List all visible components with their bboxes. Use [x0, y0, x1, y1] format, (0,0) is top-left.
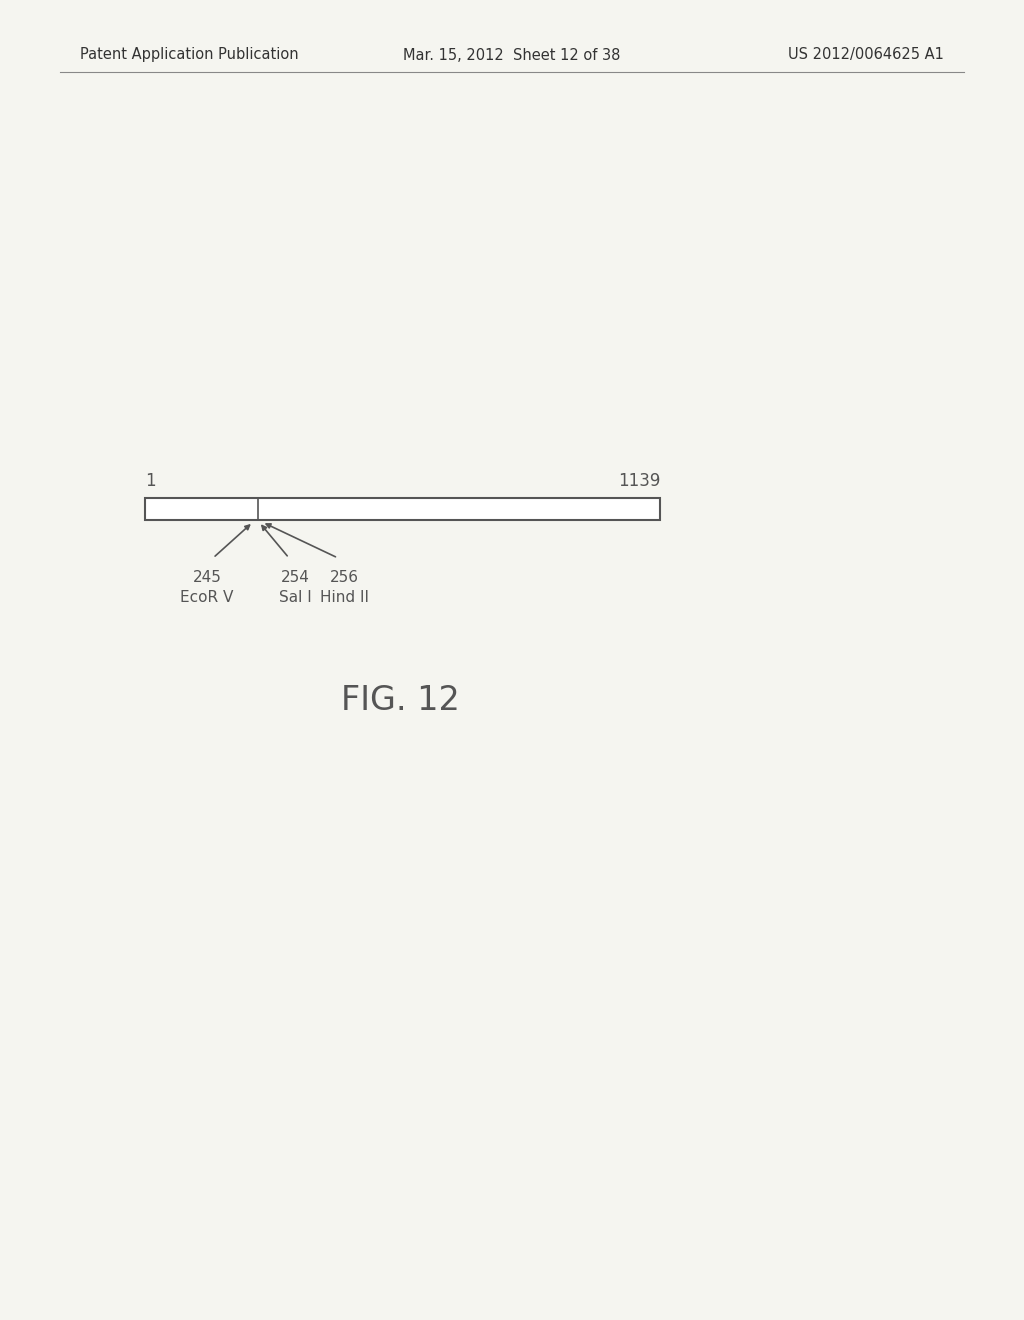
Text: US 2012/0064625 A1: US 2012/0064625 A1 — [788, 48, 944, 62]
Text: 245: 245 — [193, 570, 221, 585]
Text: Hind II: Hind II — [319, 590, 369, 605]
Bar — [145, 498, 660, 520]
Text: 1: 1 — [145, 473, 156, 490]
Text: 254: 254 — [281, 570, 309, 585]
Text: Patent Application Publication: Patent Application Publication — [80, 48, 299, 62]
Text: EcoR V: EcoR V — [180, 590, 233, 605]
Text: 1139: 1139 — [617, 473, 660, 490]
Text: 256: 256 — [330, 570, 358, 585]
Text: Mar. 15, 2012  Sheet 12 of 38: Mar. 15, 2012 Sheet 12 of 38 — [403, 48, 621, 62]
Text: FIG. 12: FIG. 12 — [341, 684, 460, 717]
Text: Sal I: Sal I — [279, 590, 311, 605]
